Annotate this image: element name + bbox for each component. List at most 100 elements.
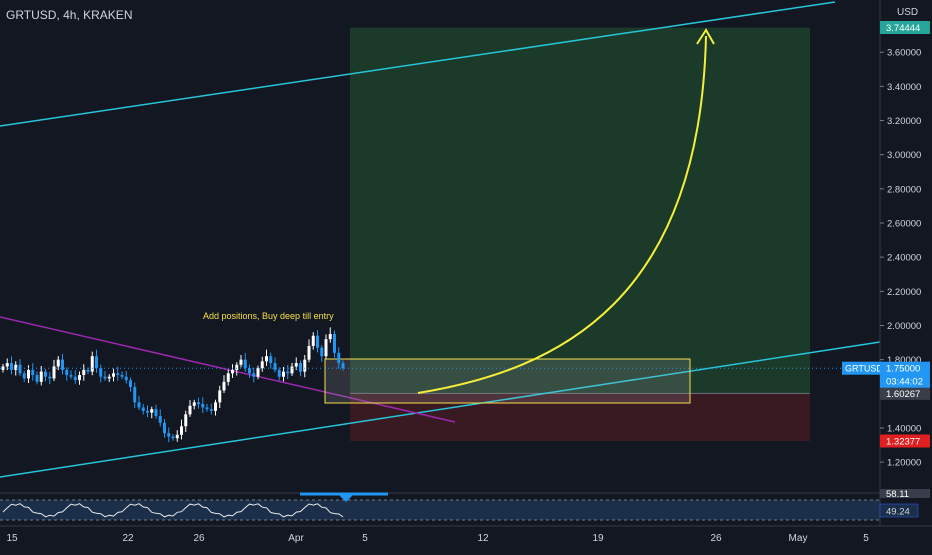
oscillator-line xyxy=(2,503,344,518)
candle xyxy=(1,363,5,373)
candle-body xyxy=(337,352,341,364)
candle xyxy=(248,364,251,378)
candle xyxy=(273,357,277,373)
price-tick-label: 3.40000 xyxy=(887,82,921,93)
candle-body xyxy=(282,371,285,377)
candle xyxy=(150,406,154,419)
time-label: 5 xyxy=(362,533,368,544)
stop-zone[interactable] xyxy=(350,393,810,442)
oscillator-marker xyxy=(338,494,354,502)
candle-body xyxy=(107,376,111,379)
candle xyxy=(65,367,69,381)
candle xyxy=(133,382,137,408)
time-label: 26 xyxy=(710,533,722,544)
candle-body xyxy=(69,375,73,377)
time-label: 26 xyxy=(193,533,205,544)
candle xyxy=(116,366,120,381)
entry-price-badge-bg xyxy=(880,386,930,400)
candle xyxy=(316,330,319,353)
downtrend-line[interactable] xyxy=(0,316,456,423)
candle xyxy=(205,403,209,412)
candle-body xyxy=(22,373,26,379)
candle xyxy=(146,405,149,418)
candle xyxy=(78,371,81,385)
oscillator-top-bg xyxy=(880,489,930,498)
candle xyxy=(44,369,47,382)
entry-price-badge[interactable]: 1.60267 xyxy=(880,386,930,400)
candle xyxy=(69,370,73,380)
candle-body xyxy=(73,376,77,381)
stop-price-badge[interactable]: 1.32377 xyxy=(880,434,930,448)
candle xyxy=(324,334,328,359)
candle-body xyxy=(316,335,319,348)
currency-label: USD xyxy=(897,7,919,18)
candle-body xyxy=(120,375,124,377)
symbol-tag-bg xyxy=(842,361,882,375)
price-tick-label: 2.40000 xyxy=(887,253,921,264)
candle xyxy=(311,332,315,350)
candle-body xyxy=(14,364,18,370)
annotation-note[interactable]: Add positions, Buy deep till entry xyxy=(203,311,334,321)
candle-body xyxy=(86,369,90,372)
price-tick-label: 2.00000 xyxy=(887,321,921,332)
candle xyxy=(154,404,158,419)
profit-zone[interactable] xyxy=(350,27,810,394)
candle-body xyxy=(5,363,9,367)
price-tick-label: 3.00000 xyxy=(887,150,921,161)
price-tick-label: 2.20000 xyxy=(887,287,921,298)
symbol-tag: GRTUSD xyxy=(845,364,883,374)
candle-body xyxy=(90,356,94,372)
candle-body xyxy=(299,363,302,372)
candle xyxy=(95,349,98,373)
candle-body xyxy=(235,364,239,370)
candle-body xyxy=(243,359,247,369)
candle-body xyxy=(260,361,264,369)
entry-zone-box[interactable] xyxy=(324,358,691,404)
candle xyxy=(129,377,132,392)
channel-lower-line[interactable] xyxy=(0,341,881,478)
candle xyxy=(14,361,18,376)
candle xyxy=(197,397,200,409)
candle-body xyxy=(171,436,175,439)
candle xyxy=(188,400,192,417)
oscillator-top-badge: 58.11 xyxy=(880,489,930,500)
candle xyxy=(265,349,268,366)
candle-body xyxy=(154,409,158,417)
time-label: 12 xyxy=(477,533,489,544)
candle xyxy=(158,409,162,427)
target-price-badge[interactable]: 3.74444 xyxy=(880,21,930,35)
candle xyxy=(201,397,205,414)
candle-body xyxy=(95,356,98,369)
candle xyxy=(320,345,324,362)
candles xyxy=(1,327,345,443)
projection-curve[interactable] xyxy=(417,35,707,394)
oscillator-top-text: 58.11 xyxy=(886,489,909,500)
candle-body xyxy=(209,409,213,411)
candle-body xyxy=(48,376,52,379)
candle-body xyxy=(112,373,115,377)
price-scale: 3.60000 3.40000 3.20000 3.00000 2.80000 2.600… xyxy=(842,0,932,526)
candle xyxy=(256,365,260,380)
candle xyxy=(290,362,294,376)
candle-body xyxy=(158,416,162,423)
candle-body xyxy=(294,363,298,367)
candle xyxy=(48,372,52,385)
candle-body xyxy=(192,402,196,406)
candle-body xyxy=(324,339,328,357)
candle-body xyxy=(18,364,22,374)
candle xyxy=(90,351,94,376)
candle-body xyxy=(10,363,13,370)
candle xyxy=(82,364,86,381)
candle xyxy=(286,364,290,379)
oscillator-value-badge: 49.24 xyxy=(879,503,919,518)
time-axis: 15 22 26 Apr 5 12 19 26 May 5 xyxy=(0,525,932,550)
candle xyxy=(180,419,183,440)
channel-upper-line[interactable] xyxy=(0,1,836,127)
current-price-badge[interactable]: GRTUSD 1.75000 03:44:02 xyxy=(842,361,930,388)
candle xyxy=(175,430,179,442)
stop-price-badge-bg xyxy=(880,434,930,448)
candle-body xyxy=(320,347,324,357)
candle-body xyxy=(137,402,141,408)
